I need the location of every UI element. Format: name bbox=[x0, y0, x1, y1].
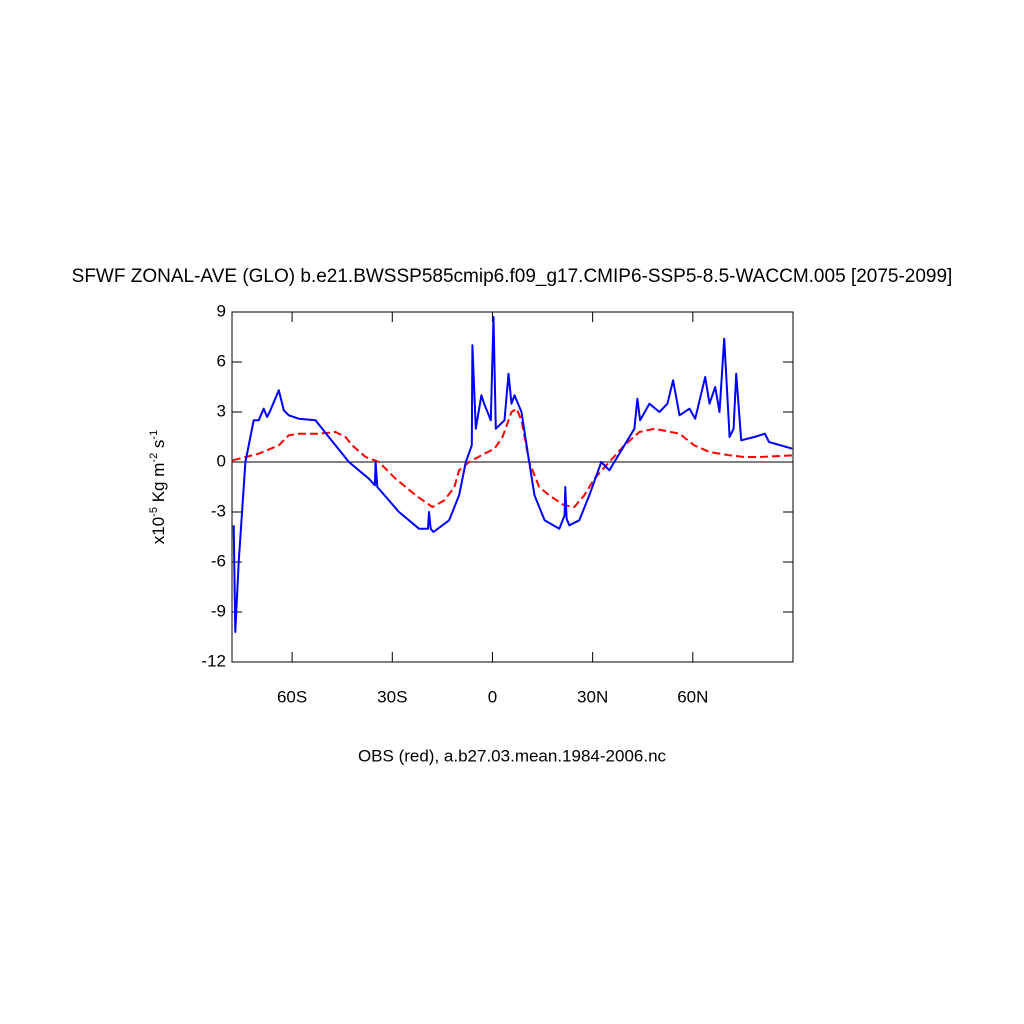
x-tick-label: 30N bbox=[577, 687, 608, 706]
x-tick-label: 0 bbox=[488, 687, 497, 706]
y-tick-label: 0 bbox=[217, 451, 226, 470]
x-tick-label: 60S bbox=[277, 687, 307, 706]
y-tick-label: 3 bbox=[217, 401, 226, 420]
chart-title: SFWF ZONAL-AVE (GLO) b.e21.BWSSP585cmip6… bbox=[72, 266, 953, 287]
y-axis-label-part: s bbox=[149, 440, 168, 453]
y-axis-label-part: -2 bbox=[148, 453, 160, 463]
plot-frame bbox=[231, 311, 794, 663]
y-axis-label-part: -1 bbox=[148, 430, 160, 440]
y-tick-label: -9 bbox=[211, 601, 226, 620]
data-line bbox=[232, 407, 793, 508]
y-axis-label-part: -5 bbox=[148, 507, 160, 517]
y-axis-label-part: x10 bbox=[149, 517, 168, 544]
x-tick-label: 60N bbox=[677, 687, 708, 706]
y-tick-label: 9 bbox=[217, 301, 226, 320]
x-tick-label: 30S bbox=[377, 687, 407, 706]
data-line bbox=[232, 316, 793, 633]
y-axis-label: x10-5 Kg m-2 s-1 bbox=[148, 430, 169, 544]
y-axis-label-part: Kg m bbox=[149, 463, 168, 507]
y-tick-label: -6 bbox=[211, 551, 226, 570]
y-tick-label: 6 bbox=[217, 351, 226, 370]
chart-subtitle: OBS (red), a.b27.03.mean.1984-2006.nc bbox=[358, 746, 667, 765]
y-tick-label: -12 bbox=[201, 651, 226, 670]
y-tick-label: -3 bbox=[211, 501, 226, 520]
